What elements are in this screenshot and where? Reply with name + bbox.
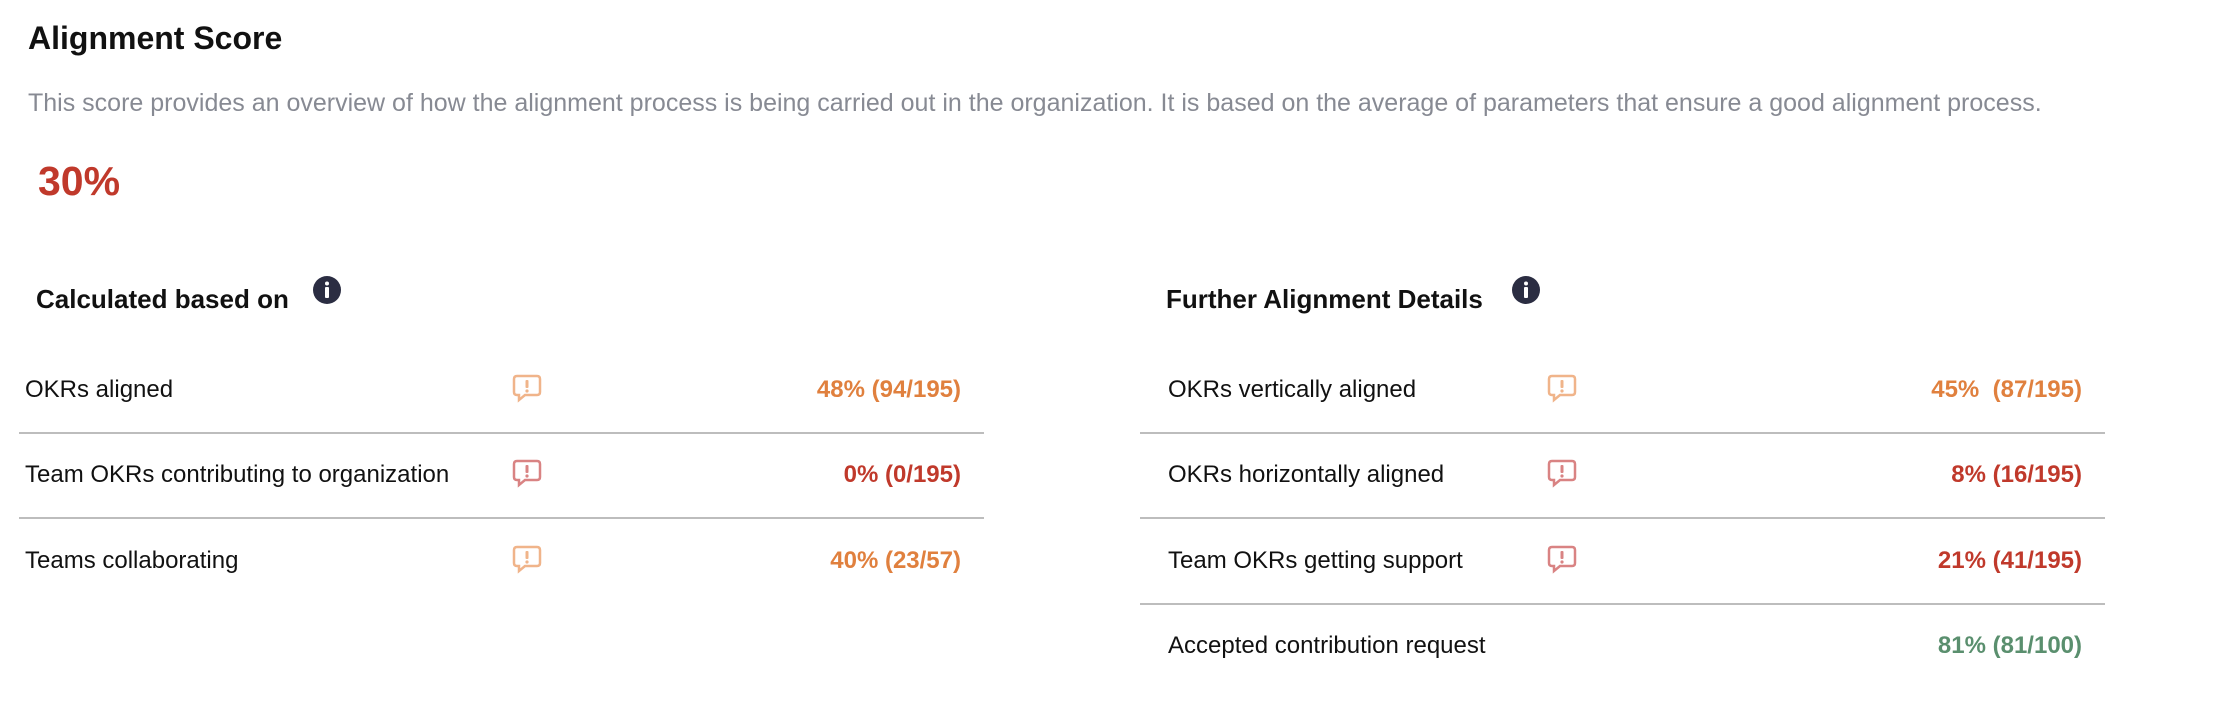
row-value: 21% (41/195): [1937, 547, 2082, 574]
row-value: 81% (81/100): [1937, 632, 2082, 659]
row-value: 45% (87/195): [1931, 376, 2082, 403]
row-value: 48% (94/195): [816, 376, 961, 403]
row-value: 8% (16/195): [1951, 461, 2082, 488]
row-value: 40% (23/57): [830, 547, 961, 574]
warning-icon: [512, 373, 542, 403]
row-label: OKRs horizontally aligned: [1168, 461, 1445, 488]
separator: [19, 517, 984, 519]
separator: [1140, 517, 2105, 519]
score: 30%: [38, 158, 121, 204]
warning-icon: [1547, 458, 1577, 488]
info-icon: [1511, 275, 1541, 305]
description: This score provides an overview of how t…: [28, 89, 2042, 117]
row-label: Accepted contribution request: [1168, 632, 1486, 659]
warning-icon: [512, 458, 542, 488]
separator: [19, 432, 984, 434]
warning-icon: [512, 544, 542, 574]
warning-icon: [1547, 544, 1577, 574]
separator: [1140, 603, 2105, 605]
row-label: OKRs aligned: [25, 376, 174, 403]
section-title: Calculated based on: [36, 284, 289, 314]
page-title: Alignment Score: [28, 20, 283, 56]
warning-icon: [1547, 373, 1577, 403]
section-title: Further Alignment Details: [1166, 284, 1483, 314]
separator: [1140, 432, 2105, 434]
row-label: Team OKRs getting support: [1168, 547, 1463, 574]
row-value: 0% (0/195): [843, 461, 961, 488]
row-label: OKRs vertically aligned: [1168, 376, 1417, 403]
row-label: Teams collaborating: [25, 547, 239, 574]
row-label: Team OKRs contributing to organization: [25, 461, 450, 488]
info-icon: [312, 275, 342, 305]
